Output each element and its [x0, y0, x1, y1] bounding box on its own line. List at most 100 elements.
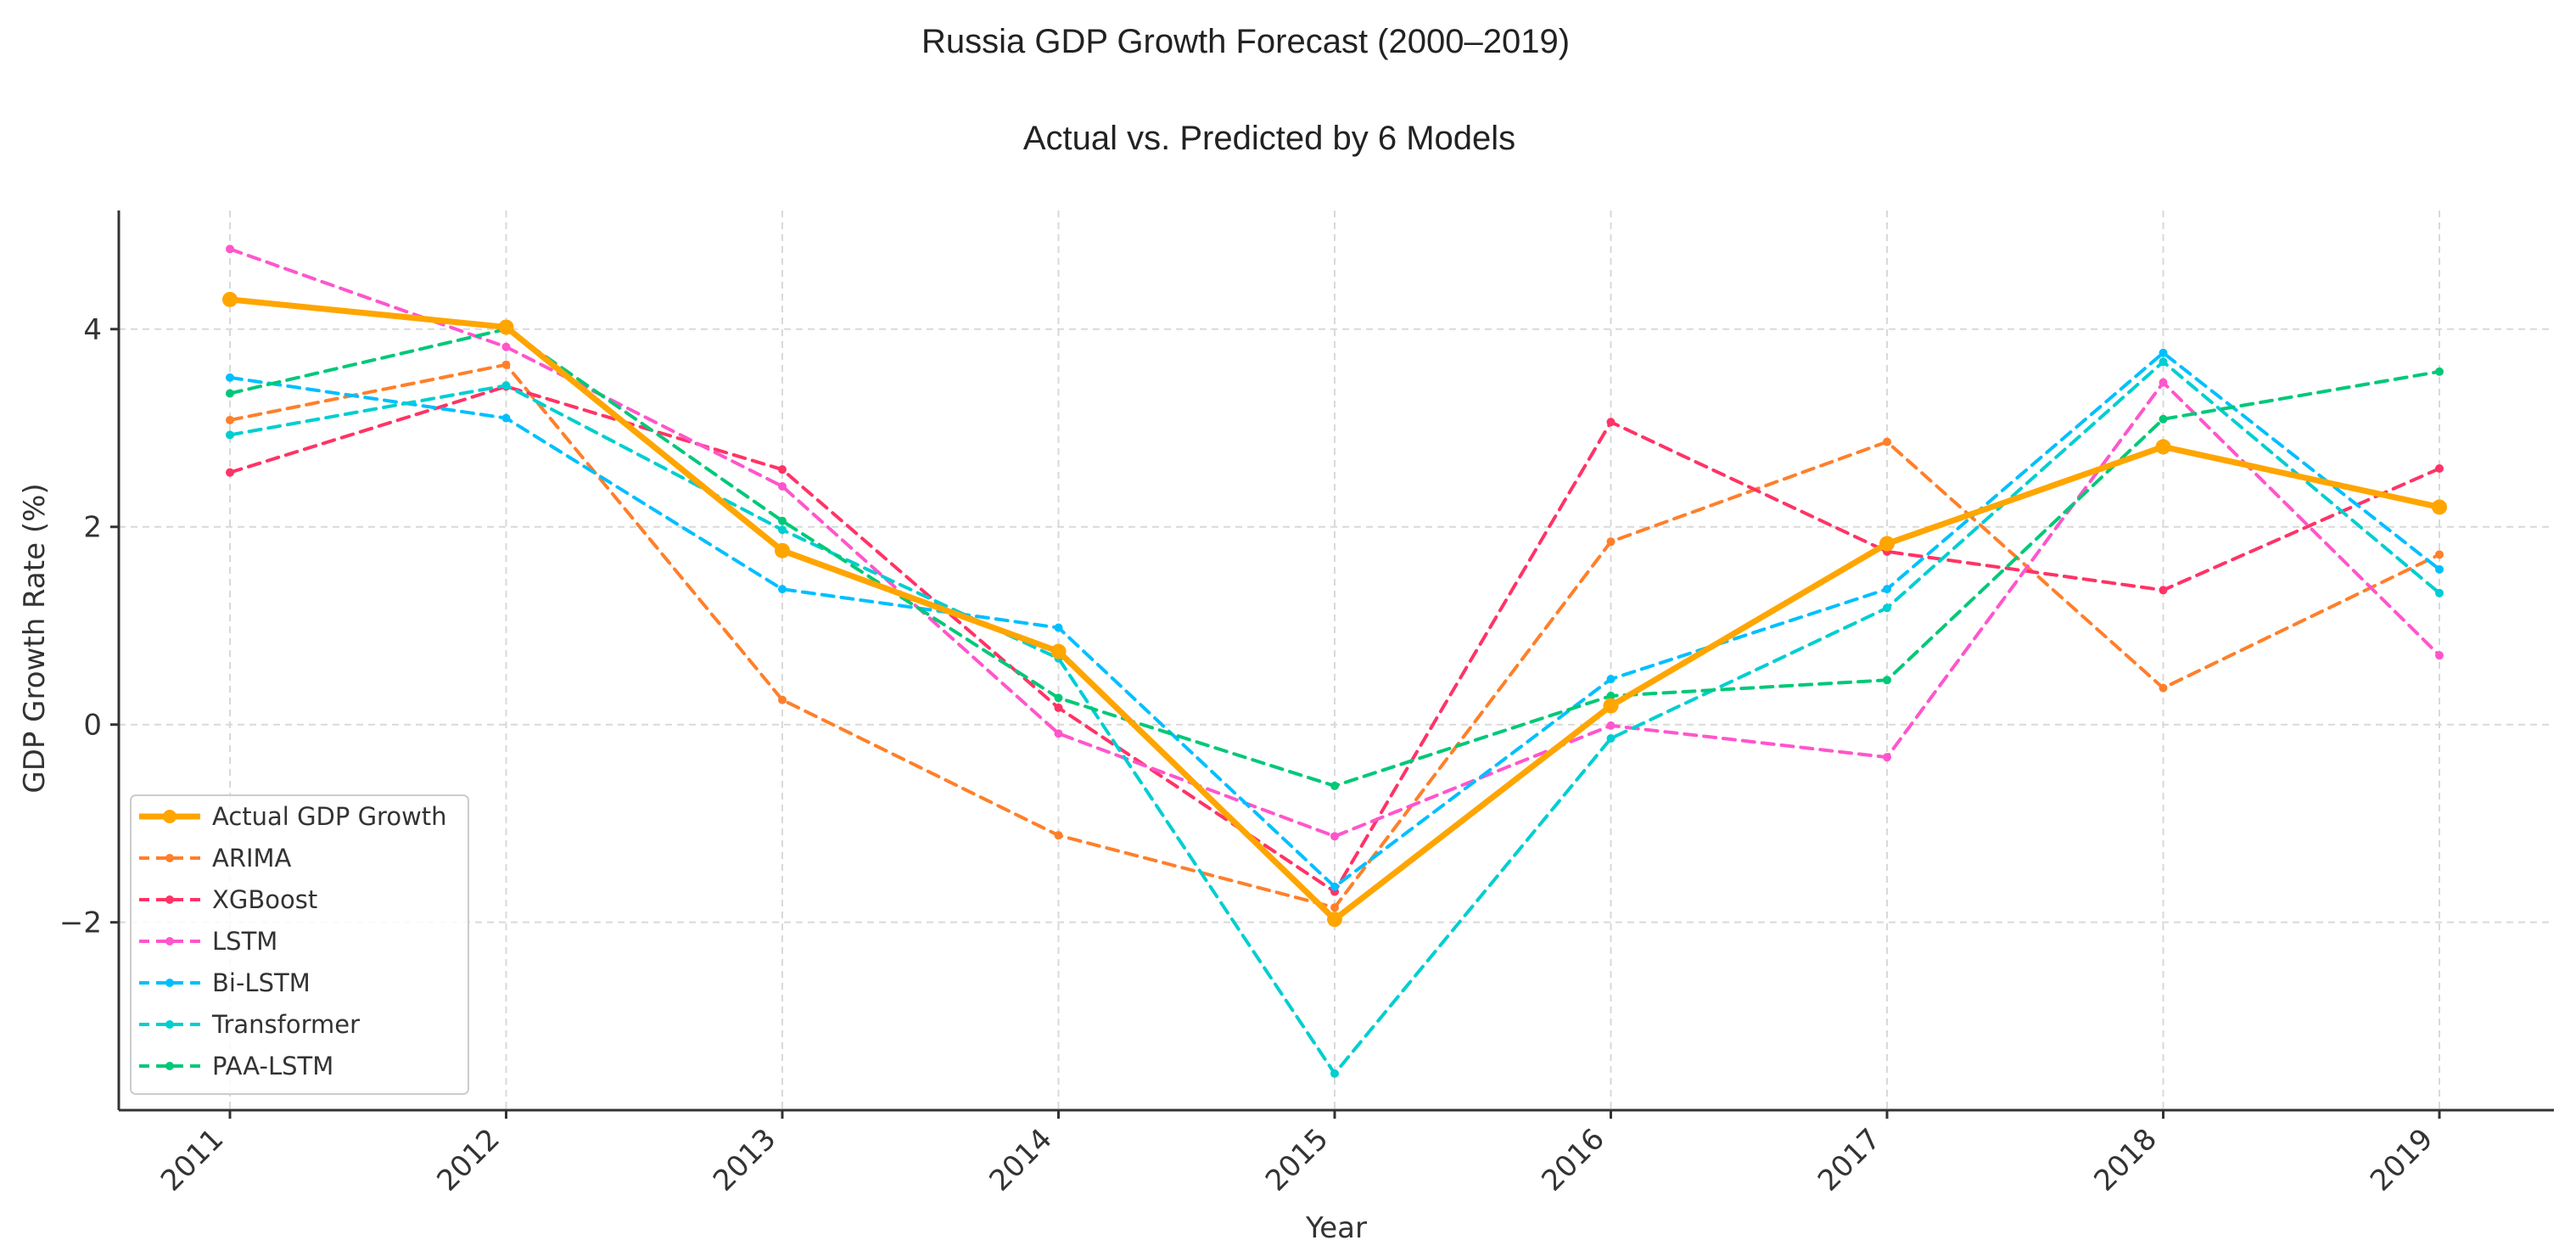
legend-marker	[165, 937, 174, 946]
data-point	[1054, 703, 1063, 712]
grid	[119, 210, 2554, 1110]
data-point	[501, 360, 511, 369]
data-point	[778, 695, 787, 704]
data-point	[226, 373, 234, 382]
chart-title: Russia GDP Growth Forecast (2000–2019)	[921, 23, 1570, 60]
data-point	[1330, 882, 1339, 891]
legend-label: Transformer	[211, 1010, 360, 1039]
legend: Actual GDP Growth ARIMA XGBoost LSTM Bi-LSTM…	[130, 794, 469, 1095]
legend-marker	[165, 1020, 174, 1029]
data-point	[778, 516, 787, 525]
series-arima	[226, 360, 2444, 912]
x-tick-label: 2015	[1259, 1122, 1335, 1198]
data-point	[226, 415, 234, 424]
series-line-arima	[228, 362, 2441, 910]
legend-marker	[163, 810, 176, 823]
x-tick-label: 2014	[983, 1122, 1058, 1198]
data-point	[1054, 693, 1063, 703]
data-point	[222, 291, 238, 307]
data-point	[501, 342, 511, 351]
legend-item-arima: ARIMA	[139, 844, 292, 873]
data-point	[1050, 643, 1067, 659]
y-axis-label: GDP Growth Rate (%)	[18, 483, 52, 793]
data-point	[2159, 357, 2168, 367]
data-point	[1330, 781, 1339, 790]
data-point	[2435, 550, 2444, 559]
data-point	[1883, 585, 1891, 594]
data-point	[2159, 414, 2168, 424]
x-tick-label: 2013	[707, 1122, 782, 1198]
data-point	[778, 481, 787, 491]
data-point	[2435, 651, 2444, 660]
data-point	[1606, 691, 1616, 700]
data-point	[778, 465, 787, 474]
data-point	[1330, 832, 1339, 841]
data-point	[1606, 537, 1616, 547]
data-point	[1879, 536, 1895, 552]
data-point	[1883, 753, 1891, 762]
x-tick-label: 2016	[1535, 1122, 1610, 1198]
data-point	[226, 430, 234, 440]
data-point	[2435, 588, 2444, 598]
data-point	[1883, 437, 1891, 446]
x-ticks: 2011 2012 2013 2014 2015 2016 2017 2018 2019	[154, 1110, 2441, 1198]
x-tick-label: 2011	[154, 1122, 230, 1198]
data-point	[778, 585, 787, 594]
legend-item-bi-lstm: Bi-LSTM	[139, 968, 311, 997]
data-point	[2435, 564, 2444, 574]
series-lines	[222, 244, 2447, 1078]
data-point	[1054, 831, 1063, 840]
data-point	[1606, 418, 1616, 427]
legend-marker	[165, 979, 174, 987]
legend-label: Actual GDP Growth	[212, 802, 447, 831]
data-point	[498, 319, 514, 335]
data-point	[1606, 675, 1616, 684]
data-point	[2432, 499, 2447, 515]
data-point	[778, 525, 787, 535]
x-tick-label: 2018	[2087, 1122, 2163, 1198]
x-axis-label: Year	[1305, 1211, 1367, 1245]
data-point	[775, 542, 790, 558]
legend-item-lstm: LSTM	[139, 927, 277, 956]
data-point	[501, 413, 511, 423]
data-point	[226, 244, 234, 254]
series-actual-gdp-growth	[222, 291, 2447, 928]
chart-subtitle: Actual vs. Predicted by 6 Models	[1023, 120, 1515, 157]
y-ticks: −2 0 2 4	[59, 313, 119, 940]
y-tick-label: −2	[59, 906, 102, 940]
legend-box	[130, 794, 469, 1095]
legend-item-xgboost: XGBoost	[139, 885, 317, 914]
data-point	[1883, 603, 1891, 613]
data-point	[2159, 586, 2168, 595]
legend-marker	[165, 1062, 174, 1070]
data-point	[226, 468, 234, 477]
data-point	[1054, 729, 1063, 738]
legend-label: PAA-LSTM	[212, 1052, 333, 1080]
y-tick-label: 0	[83, 709, 102, 743]
data-point	[1327, 912, 1342, 928]
data-point	[1054, 623, 1063, 632]
legend-label: XGBoost	[212, 885, 317, 914]
data-point	[501, 381, 511, 390]
y-tick-label: 4	[83, 313, 102, 347]
x-tick-label: 2012	[430, 1122, 506, 1198]
data-point	[1606, 721, 1616, 730]
legend-label: ARIMA	[212, 844, 292, 873]
data-point	[1606, 734, 1616, 744]
data-point	[2155, 439, 2171, 455]
data-point	[1603, 698, 1619, 714]
x-tick-label: 2017	[1812, 1122, 1887, 1198]
legend-label: Bi-LSTM	[212, 968, 311, 997]
y-tick-label: 2	[83, 511, 102, 545]
legend-marker	[165, 895, 174, 904]
data-point	[2435, 464, 2444, 474]
legend-label: LSTM	[212, 927, 277, 956]
data-point	[2435, 367, 2444, 376]
legend-item-paa-lstm: PAA-LSTM	[139, 1052, 333, 1080]
data-point	[2159, 378, 2168, 387]
series-bi-lstm	[226, 348, 2444, 891]
data-point	[1883, 676, 1891, 685]
data-point	[1330, 1069, 1339, 1078]
data-point	[2159, 683, 2168, 693]
